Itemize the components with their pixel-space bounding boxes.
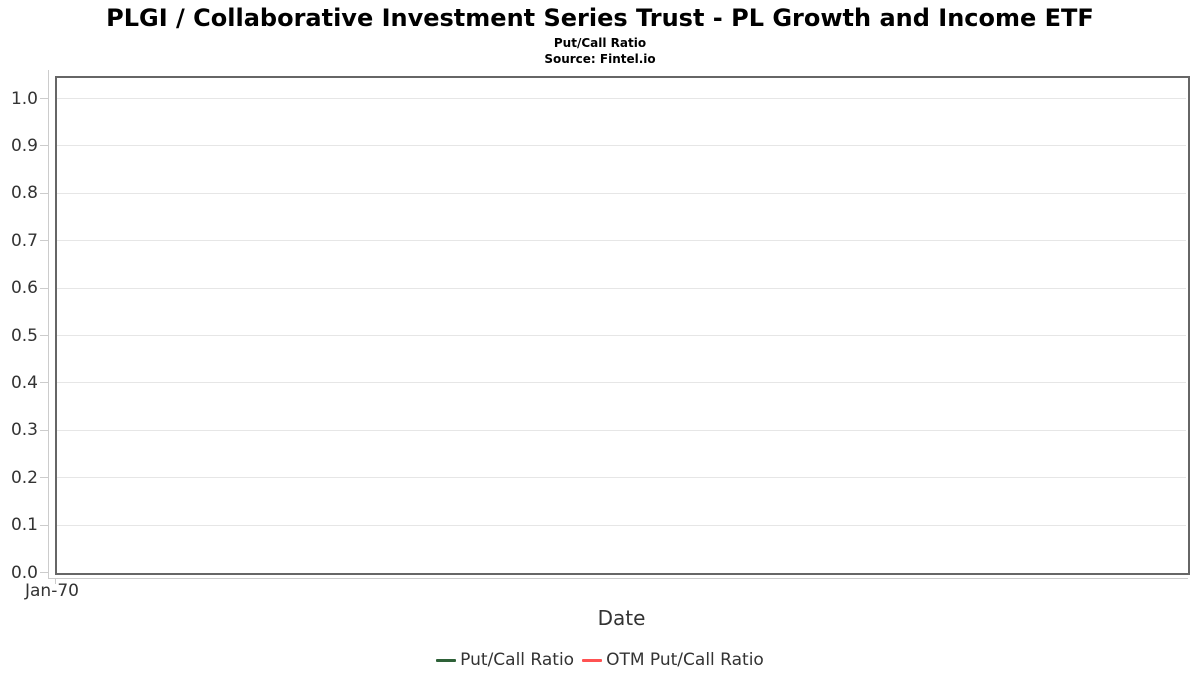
y-axis-tick xyxy=(40,572,48,573)
plot-area xyxy=(55,76,1190,575)
y-axis-tick-label: 0.0 xyxy=(10,562,38,583)
y-axis-tick xyxy=(40,477,48,479)
y-axis-tick-label: 0.6 xyxy=(10,278,38,299)
y-gridline xyxy=(57,192,1186,194)
legend-item-otm-put-call-ratio[interactable]: OTM Put/Call Ratio xyxy=(582,650,764,670)
y-axis-tick-label: 0.8 xyxy=(10,183,38,204)
y-axis-tick xyxy=(40,335,48,336)
put-call-ratio-line-swatch-icon xyxy=(436,658,457,662)
chart-legend: Put/Call Ratio OTM Put/Call Ratio xyxy=(0,648,1200,672)
y-axis-tick xyxy=(40,145,48,147)
y-axis-tick-label: 0.1 xyxy=(10,515,38,536)
y-axis-tick xyxy=(40,524,48,526)
y-gridline xyxy=(57,335,1186,336)
y-gridline xyxy=(57,477,1186,479)
legend-label: OTM Put/Call Ratio xyxy=(606,650,764,670)
y-axis-tick-label: 0.2 xyxy=(10,467,38,488)
y-axis-tick xyxy=(40,98,48,99)
chart-subtitle: Put/Call Ratio xyxy=(553,36,647,50)
y-axis-line xyxy=(48,70,49,578)
y-gridline xyxy=(57,98,1186,99)
chart-title: PLGI / Collaborative Investment Series T… xyxy=(106,4,1094,32)
chart-source-credit: Source: Fintel.io xyxy=(544,52,656,66)
y-axis-tick xyxy=(40,287,48,289)
y-axis-tick xyxy=(40,429,48,431)
y-gridline xyxy=(57,524,1186,526)
legend-item-put-call-ratio[interactable]: Put/Call Ratio xyxy=(436,650,574,670)
y-axis-tick-label: 0.7 xyxy=(10,230,38,251)
y-gridline xyxy=(57,287,1186,289)
otm-put-call-ratio-line-swatch-icon xyxy=(582,658,603,662)
x-axis-line xyxy=(48,578,1188,579)
y-axis-tick-label: 0.5 xyxy=(10,325,38,346)
y-gridline xyxy=(57,145,1186,147)
y-axis-tick-label: 1.0 xyxy=(10,88,38,109)
x-axis-tick xyxy=(55,578,56,584)
legend-label: Put/Call Ratio xyxy=(460,650,575,670)
y-axis-tick-label: 0.9 xyxy=(10,135,38,156)
y-axis-tick-label: 0.3 xyxy=(10,420,38,441)
y-axis-tick xyxy=(40,240,48,242)
y-gridline xyxy=(57,240,1186,242)
y-axis-tick xyxy=(40,382,48,384)
y-gridline xyxy=(57,429,1186,431)
x-axis-tick-label: Jan-70 xyxy=(25,581,79,601)
y-axis-tick-label: 0.4 xyxy=(10,372,38,393)
y-gridline xyxy=(57,382,1186,384)
x-axis-title: Date xyxy=(597,606,646,630)
y-axis-tick xyxy=(40,192,48,194)
